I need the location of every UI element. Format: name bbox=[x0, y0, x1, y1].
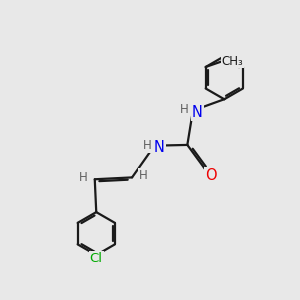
Text: N: N bbox=[192, 105, 203, 120]
Text: H: H bbox=[139, 169, 148, 182]
Text: CH₃: CH₃ bbox=[222, 55, 243, 68]
Text: N: N bbox=[154, 140, 164, 155]
Text: H: H bbox=[142, 139, 152, 152]
Text: Cl: Cl bbox=[90, 252, 103, 265]
Text: H: H bbox=[79, 171, 88, 184]
Text: H: H bbox=[180, 103, 189, 116]
Text: O: O bbox=[205, 168, 217, 183]
